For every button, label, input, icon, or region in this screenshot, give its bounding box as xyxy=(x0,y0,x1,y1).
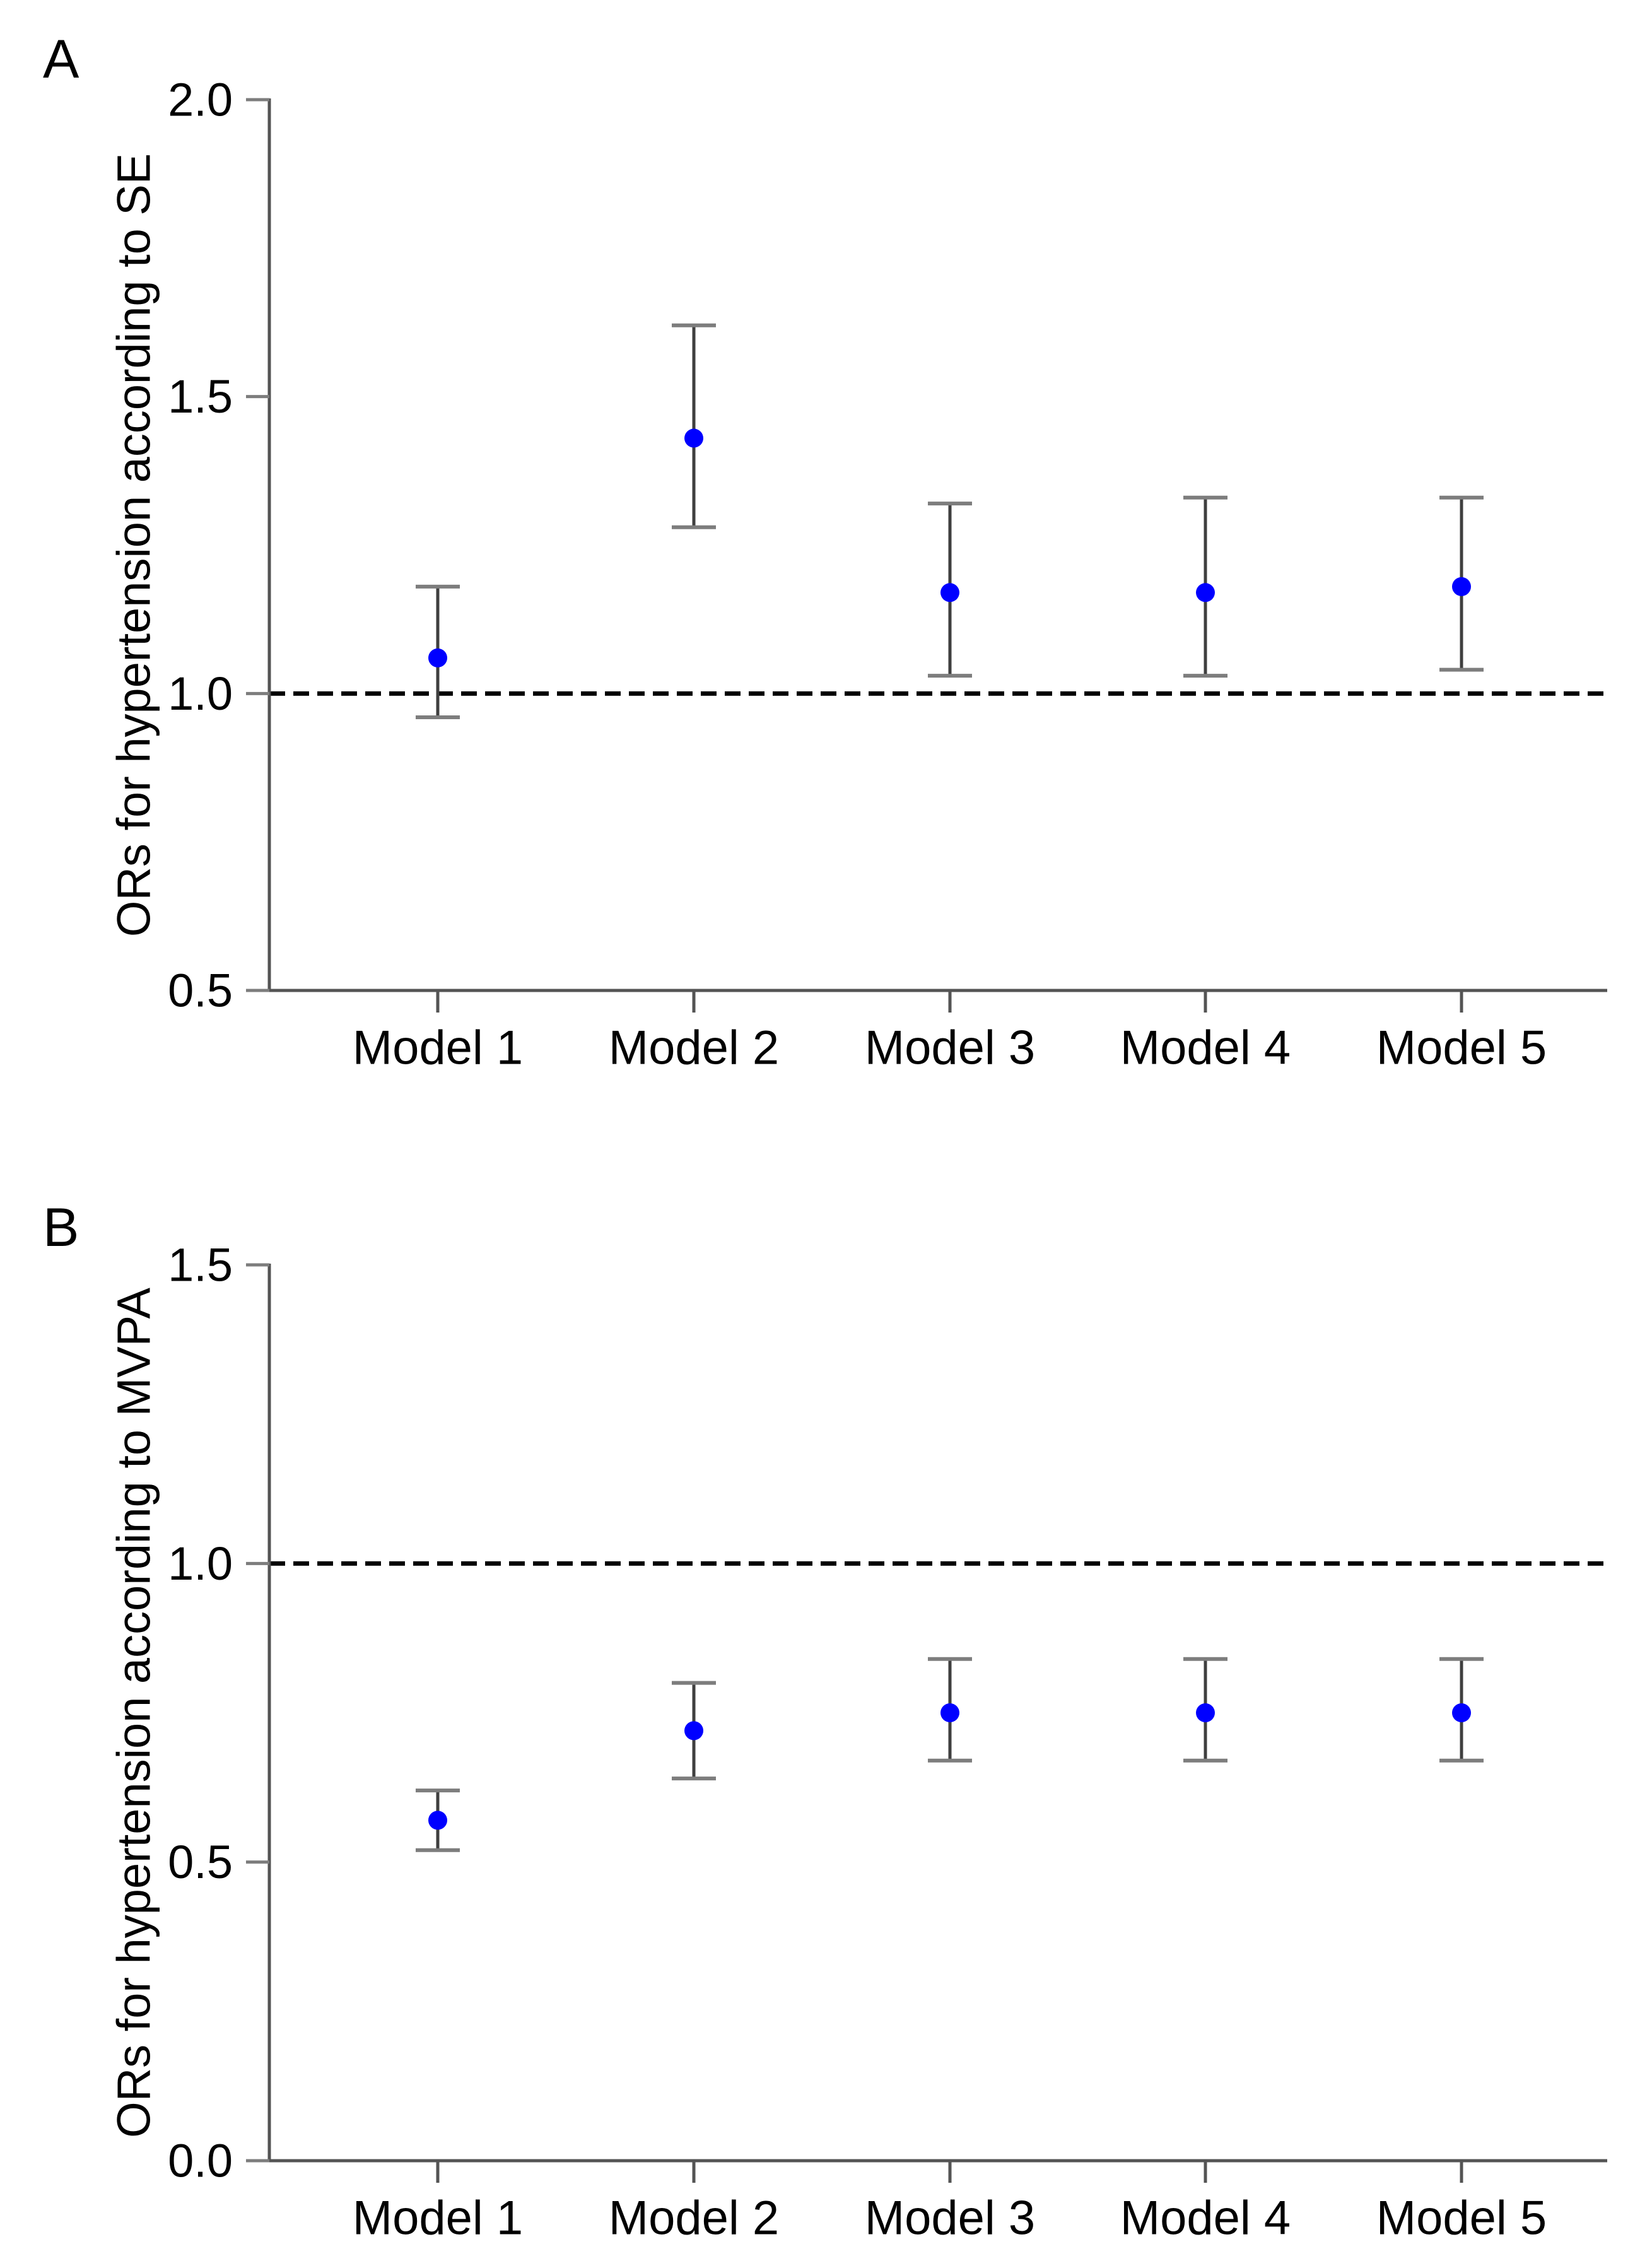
y-tick-label: 0.5 xyxy=(168,965,233,1017)
y-tick-label: 0.0 xyxy=(168,2135,233,2187)
y-tick-label: 2.0 xyxy=(168,74,233,126)
x-tick-label-model-3: Model 3 xyxy=(865,2191,1035,2245)
x-tick-label-model-1: Model 1 xyxy=(353,1021,523,1074)
data-point-model-5 xyxy=(1452,577,1471,596)
panel-a-letter: A xyxy=(43,29,79,90)
panel-a-plot: 2.0 1.5 1.0 0.5 Model 1 Model 2 Model 3 Model 4… xyxy=(168,74,1607,1074)
y-tick-label: 1.5 xyxy=(168,1239,233,1291)
x-tick-label-model-4: Model 4 xyxy=(1120,1021,1291,1074)
y-tick-label: 1.5 xyxy=(168,370,233,423)
data-point-model-3 xyxy=(940,583,959,602)
errorbar-model-2 xyxy=(672,323,716,529)
x-tick-label-model-2: Model 2 xyxy=(609,1021,779,1074)
data-point-model-3 xyxy=(940,1703,959,1722)
data-point-model-4 xyxy=(1196,1703,1215,1722)
x-tick-label-model-4: Model 4 xyxy=(1120,2191,1291,2245)
y-tick-label: 0.5 xyxy=(168,1836,233,1888)
panel-b-plot: 1.5 1.0 0.5 0.0 Model 1 Model 2 Model 3 Model 4… xyxy=(168,1239,1607,2245)
panel-b-letter: B xyxy=(43,1197,79,1258)
x-tick-label-model-1: Model 1 xyxy=(353,2191,523,2245)
data-point-model-2 xyxy=(684,428,703,448)
x-tick-label-model-5: Model 5 xyxy=(1376,1021,1547,1074)
data-point-model-5 xyxy=(1452,1703,1471,1722)
y-tick-label: 1.0 xyxy=(168,667,233,720)
x-tick-label-model-2: Model 2 xyxy=(609,2191,779,2245)
panel-a-y-axis-title: ORs for hypertension according to SE xyxy=(108,153,160,937)
y-tick-label: 1.0 xyxy=(168,1537,233,1590)
panel-b-y-axis-title: ORs for hypertension according to MVPA xyxy=(108,1288,160,2138)
x-tick-label-model-5: Model 5 xyxy=(1376,2191,1547,2245)
data-point-model-1 xyxy=(428,1811,447,1830)
data-point-model-2 xyxy=(684,1721,703,1741)
x-tick-label-model-3: Model 3 xyxy=(865,1021,1035,1074)
data-point-model-1 xyxy=(428,648,447,667)
data-point-model-4 xyxy=(1196,583,1215,602)
